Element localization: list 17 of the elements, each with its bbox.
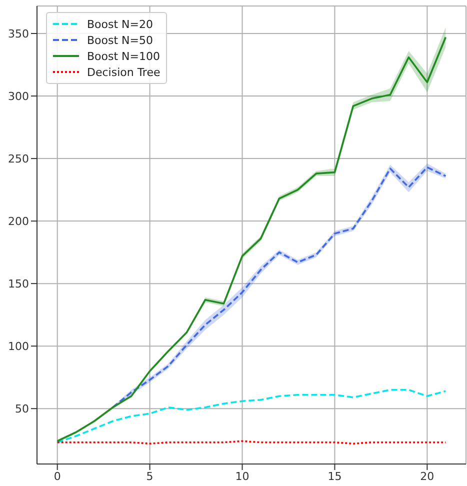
line-series <box>56 388 447 444</box>
legend-label: Boost N=50 <box>87 34 153 46</box>
legend-label: Boost N=20 <box>87 18 153 30</box>
y-tick-label: 250 <box>8 152 29 166</box>
x-tick-label: 20 <box>420 470 434 483</box>
legend-label: Decision Tree <box>87 66 160 78</box>
x-tick-label: 15 <box>328 470 342 483</box>
y-tick-label: 100 <box>8 340 29 353</box>
legend-label: Boost N=100 <box>87 50 160 62</box>
x-tick-label: 0 <box>54 470 61 483</box>
y-tick-label: 200 <box>8 214 29 228</box>
y-tick-label: 50 <box>15 402 29 416</box>
y-tick-label: 150 <box>8 277 29 290</box>
x-tick-label: 10 <box>235 470 250 483</box>
y-tick-label: 300 <box>8 90 29 103</box>
y-tick-label: 350 <box>8 27 29 40</box>
x-tick-label: 5 <box>146 470 154 483</box>
